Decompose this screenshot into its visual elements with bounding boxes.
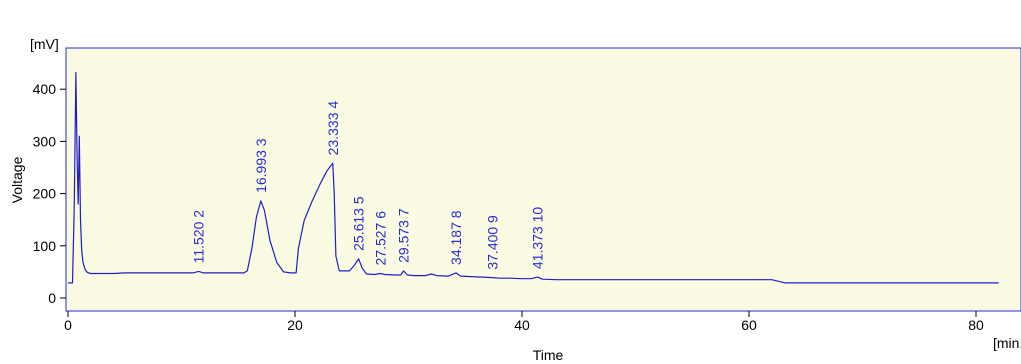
peak-label: 37.400 9 — [484, 215, 500, 270]
y-unit-label: [mV] — [30, 36, 59, 52]
y-tick-label: 300 — [33, 133, 57, 149]
x-tick-label: 0 — [64, 317, 72, 333]
plot-area — [65, 47, 1021, 312]
x-tick-label: 60 — [741, 317, 757, 333]
y-tick-label: 100 — [33, 238, 57, 254]
peak-label: 11.520 2 — [191, 210, 207, 264]
y-axis-title: Voltage — [9, 156, 25, 203]
x-tick-label: 40 — [514, 317, 530, 333]
peak-label: 34.187 8 — [448, 210, 464, 265]
y-tick-label: 400 — [33, 81, 57, 97]
y-tick-label: 200 — [33, 186, 57, 202]
peak-label: 29.573 7 — [396, 208, 412, 263]
axes: 0 20 40 60 80 0 100 200 300 400 — [33, 81, 984, 333]
peak-label: 27.527 6 — [372, 211, 388, 266]
x-axis-title: Time — [533, 347, 564, 363]
x-tick-label: 80 — [968, 317, 984, 333]
peak-label: 25.613 5 — [351, 196, 367, 251]
trace-layer — [68, 71, 999, 284]
peak-labels: 11.520 2 16.993 3 23.333 4 25.613 5 27.527 6… — [191, 101, 546, 270]
peak-label: 23.333 4 — [325, 101, 341, 156]
y-tick-label: 0 — [48, 290, 56, 306]
peak-label: 41.373 10 — [530, 207, 546, 269]
x-unit-label: [min.] — [993, 335, 1021, 351]
signal-trace — [68, 71, 999, 284]
peak-label: 16.993 3 — [253, 138, 269, 193]
x-tick-label: 20 — [287, 317, 303, 333]
